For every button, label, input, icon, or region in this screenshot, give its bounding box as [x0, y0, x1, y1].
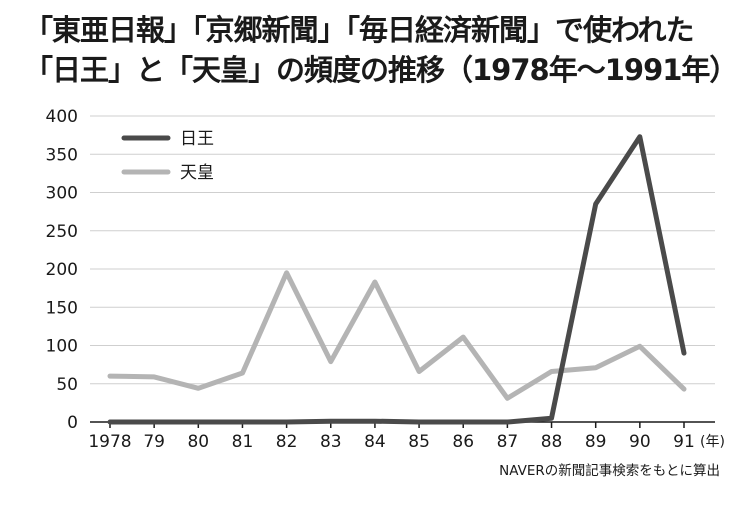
- x-tick-label: 85: [408, 432, 430, 452]
- y-tick-label: 250: [46, 222, 78, 242]
- x-tick-label: 81: [232, 432, 254, 452]
- source-note: NAVERの新聞記事検索をもとに算出: [499, 463, 720, 479]
- y-tick-label: 200: [46, 260, 78, 280]
- y-tick-label: 100: [46, 337, 78, 357]
- legend-label-0: 日王: [180, 129, 214, 149]
- x-tick-label: 89: [585, 432, 607, 452]
- x-axis-unit: (年): [700, 434, 725, 450]
- y-tick-label: 0: [67, 413, 78, 433]
- x-tick-label: 83: [320, 432, 342, 452]
- x-tick-label: 1978: [88, 432, 131, 452]
- x-tick-label: 84: [364, 432, 386, 452]
- x-tick-label: 82: [276, 432, 298, 452]
- x-tick-label: 79: [143, 432, 165, 452]
- chart-title-line-1: 「東亜日報」「京郷新聞」「毎日経済新聞」で使われた: [24, 13, 695, 47]
- y-tick-label: 150: [46, 298, 78, 318]
- x-axis: (年) 1978 79 80 81 82 83 84 85 86 87 88 89 90 91: [88, 421, 725, 452]
- legend-label-1: 天皇: [180, 163, 214, 183]
- y-tick-label: 350: [46, 145, 78, 165]
- x-tick-label: 80: [187, 432, 209, 452]
- chart-title: 「東亜日報」「京郷新聞」「毎日経済新聞」で使われた 「日王」と「天皇」の頻度の推…: [24, 10, 744, 90]
- y-tick-label: 400: [46, 107, 78, 127]
- x-tick-label: 88: [541, 432, 563, 452]
- series-lines: [107, 134, 687, 425]
- grid-lines: [90, 115, 715, 385]
- x-tick-label: 90: [629, 432, 651, 452]
- chart-title-line-2: 「日王」と「天皇」の頻度の推移（1978年〜1991年）: [24, 53, 738, 87]
- series-line-1: [107, 270, 687, 401]
- y-tick-label: 300: [46, 184, 78, 204]
- x-tick-label: 87: [497, 432, 519, 452]
- y-tick-label: 50: [56, 375, 78, 395]
- y-axis: 0 50 100 150 200 250 300 350 400: [46, 107, 78, 433]
- x-tick-label: 86: [452, 432, 474, 452]
- x-tick-label: 91: [673, 432, 695, 452]
- series-line-0: [107, 134, 687, 425]
